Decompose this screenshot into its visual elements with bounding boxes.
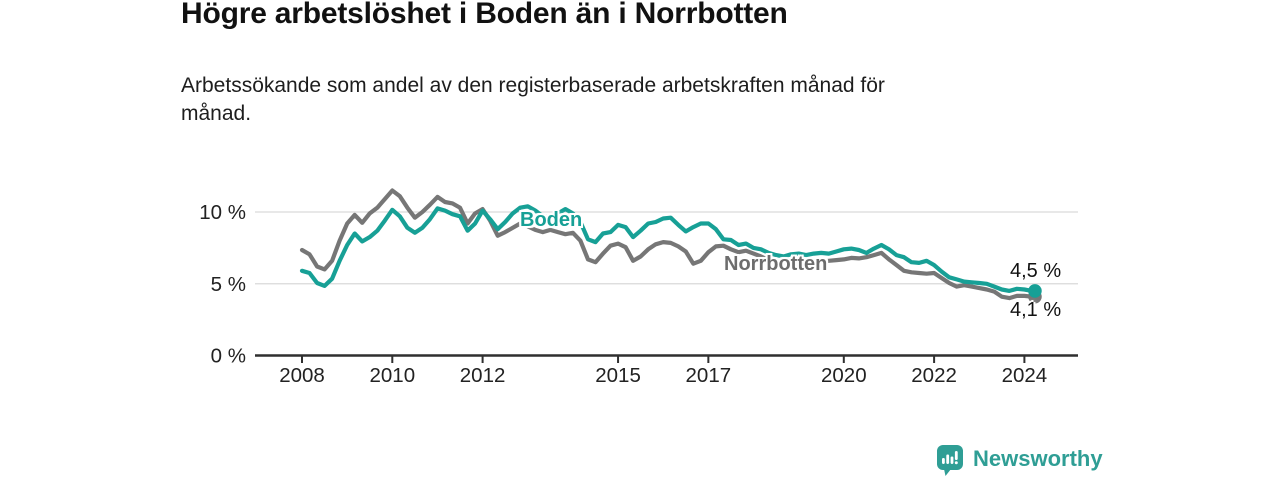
y-tick-label: 5 % <box>211 273 246 296</box>
x-tick-label: 2012 <box>460 364 506 387</box>
newsworthy-wordmark: Newsworthy <box>973 446 1103 471</box>
x-tick-label: 2017 <box>686 364 732 387</box>
y-tick-label: 10 % <box>199 201 246 224</box>
x-tick-label: 2010 <box>369 364 415 387</box>
x-axis: 2008 2010 2012 2015 2017 2020 2022 2024 <box>255 354 1078 387</box>
series-line-norrbotten <box>299 188 1035 301</box>
x-tick-label: 2020 <box>821 364 867 387</box>
newsworthy-logo-icon <box>937 445 963 476</box>
x-tick-label: 2015 <box>595 364 641 387</box>
boden-series-label: Boden <box>520 209 583 231</box>
y-tick-label: 0 % <box>211 345 246 368</box>
y-axis-labels: 0 % 5 % 10 % <box>199 201 246 368</box>
page-subtitle: Arbetssökande som andel av den registerb… <box>181 72 1061 128</box>
page-subtitle-line1: Arbetssökande som andel av den registerb… <box>181 74 885 97</box>
x-tick-label: 2022 <box>911 364 957 387</box>
norrbotten-end-value-label: 4,1 % <box>1010 299 1062 321</box>
series-end-dot-boden <box>1028 284 1042 298</box>
boden-end-value-label: 4,5 % <box>1010 260 1062 282</box>
x-tick-label: 2024 <box>1002 364 1048 387</box>
page-subtitle-line2: månad. <box>181 102 252 125</box>
x-tick-label: 2008 <box>279 364 325 387</box>
norrbotten-series-label: Norrbotten <box>724 253 828 275</box>
page-title: Högre arbetslöshet i Boden än i Norrbott… <box>181 0 788 30</box>
series-line-boden <box>299 204 1035 293</box>
newsworthy-logo: Newsworthy <box>936 444 1103 478</box>
gridlines <box>255 211 1078 285</box>
